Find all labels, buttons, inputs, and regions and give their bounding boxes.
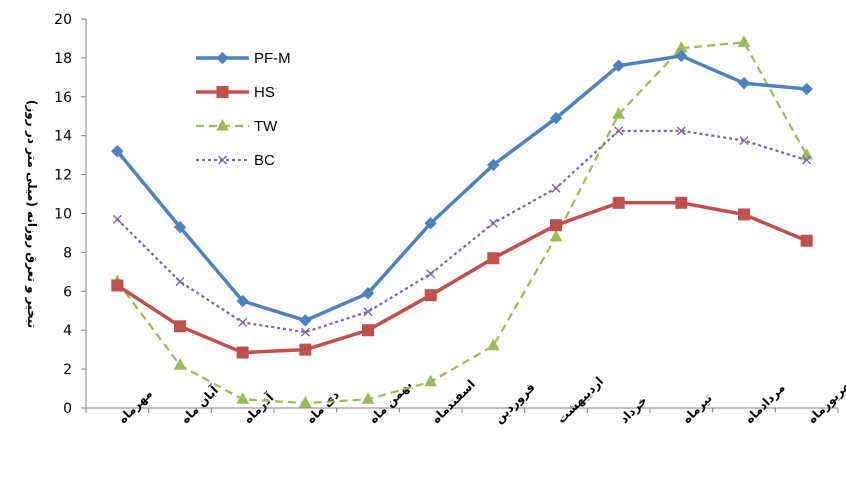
data-point-bc: [676, 126, 686, 136]
y-tick-label: 6: [63, 284, 72, 300]
legend-label: HS: [254, 84, 275, 101]
data-point-hs: [487, 252, 500, 265]
x-tick-label: خرداد: [617, 393, 650, 426]
legend-marker: [216, 86, 229, 98]
data-point-pf-m: [675, 49, 688, 63]
legend-marker: [216, 51, 229, 65]
y-tick-label: 14: [54, 129, 72, 145]
series-line-hs: [116, 201, 808, 355]
data-point-bc: [426, 269, 436, 279]
data-point-pf-m: [173, 220, 187, 234]
data-point-bc: [488, 218, 498, 228]
series-lines: [110, 35, 814, 408]
series-line-bc: [116, 129, 807, 334]
data-point-hs: [612, 196, 625, 209]
data-point-bc: [614, 126, 624, 136]
x-tick-label: فروردین: [492, 380, 539, 427]
data-point-tw: [737, 35, 751, 47]
legend-item-pf-m: PF-M: [196, 50, 291, 67]
data-point-bc: [551, 183, 561, 193]
data-point-hs: [800, 234, 813, 247]
x-tick-label: بهمن ماه: [366, 378, 414, 426]
series-tw: [110, 35, 814, 408]
series-bc: [112, 126, 812, 337]
legend-label: TW: [254, 118, 278, 135]
series-line-tw: [116, 41, 808, 405]
data-point-hs: [550, 219, 562, 232]
x-tick-label: آبان ماه: [178, 382, 222, 426]
data-point-hs: [111, 279, 124, 292]
data-point-hs: [738, 208, 750, 221]
x-tick-label: مهرماه: [116, 387, 155, 426]
data-point-pf-m: [737, 76, 751, 90]
legend-label: PF-M: [254, 50, 291, 67]
y-tick-label: 10: [54, 207, 72, 223]
data-point-tw: [298, 396, 312, 408]
x-axis: مهرماه آبان ماه آذرماه دی ماه بهمن ماه اسفندم…: [85, 370, 846, 427]
data-point-tw: [361, 392, 375, 404]
data-point-bc: [175, 277, 185, 287]
data-point-hs: [362, 324, 374, 337]
legend: PF-M HS TW BC: [196, 50, 291, 169]
y-tick-label: 18: [54, 51, 72, 67]
data-point-tw: [486, 338, 500, 351]
series-hs: [111, 196, 813, 359]
legend-item-bc: BC: [196, 152, 275, 169]
data-point-pf-m: [299, 314, 312, 327]
data-point-pf-m: [361, 287, 375, 300]
data-point-pf-m: [549, 111, 563, 125]
data-point-tw: [800, 148, 814, 160]
legend-item-hs: HS: [196, 84, 275, 101]
data-point-pf-m: [424, 217, 437, 230]
data-point-bc: [238, 317, 248, 327]
y-tick-label: 20: [54, 12, 72, 28]
data-point-bc: [112, 214, 122, 224]
data-point-pf-m: [487, 158, 500, 172]
data-point-tw: [173, 358, 187, 370]
legend-marker: [216, 118, 229, 131]
x-tick-label: شهریورماه: [805, 370, 846, 427]
legend-marker: [218, 155, 227, 165]
y-tick-label: 12: [54, 168, 72, 184]
data-point-hs: [299, 343, 312, 356]
legend-item-tw: TW: [196, 118, 278, 135]
data-point-tw: [549, 229, 563, 242]
data-point-hs: [424, 289, 437, 302]
legend-label: BC: [254, 152, 275, 169]
y-tick-label: 2: [63, 362, 72, 378]
data-point-bc: [363, 307, 373, 317]
y-tick-label: 16: [54, 90, 72, 106]
x-tick-label: اردیبهشت: [554, 374, 606, 426]
data-point-hs: [236, 346, 249, 359]
y-tick-label: 0: [63, 401, 72, 417]
data-point-hs: [174, 320, 186, 333]
data-point-pf-m: [111, 145, 124, 158]
data-point-tw: [424, 374, 438, 387]
y-axis: 0 2 4 6 8 10 12 14 16 18 20: [54, 12, 87, 417]
y-axis-label: تبخیر و تعرق روزانه (میلی متر در روز): [24, 100, 39, 328]
data-point-tw: [612, 107, 626, 119]
data-point-pf-m: [612, 59, 625, 72]
data-point-pf-m: [236, 294, 249, 308]
x-tick-label: مردادماه: [742, 381, 787, 426]
y-tick-label: 4: [63, 323, 72, 339]
series-line-pf-m: [115, 54, 807, 323]
data-point-hs: [675, 196, 688, 209]
x-tick-label: اسفندماه: [429, 377, 478, 426]
data-point-tw: [236, 392, 250, 404]
data-point-pf-m: [800, 82, 813, 96]
data-point-bc: [739, 136, 749, 146]
data-point-bc: [802, 155, 812, 165]
data-point-bc: [300, 327, 310, 337]
series-pf-m: [111, 49, 813, 327]
y-tick-label: 8: [63, 245, 72, 261]
